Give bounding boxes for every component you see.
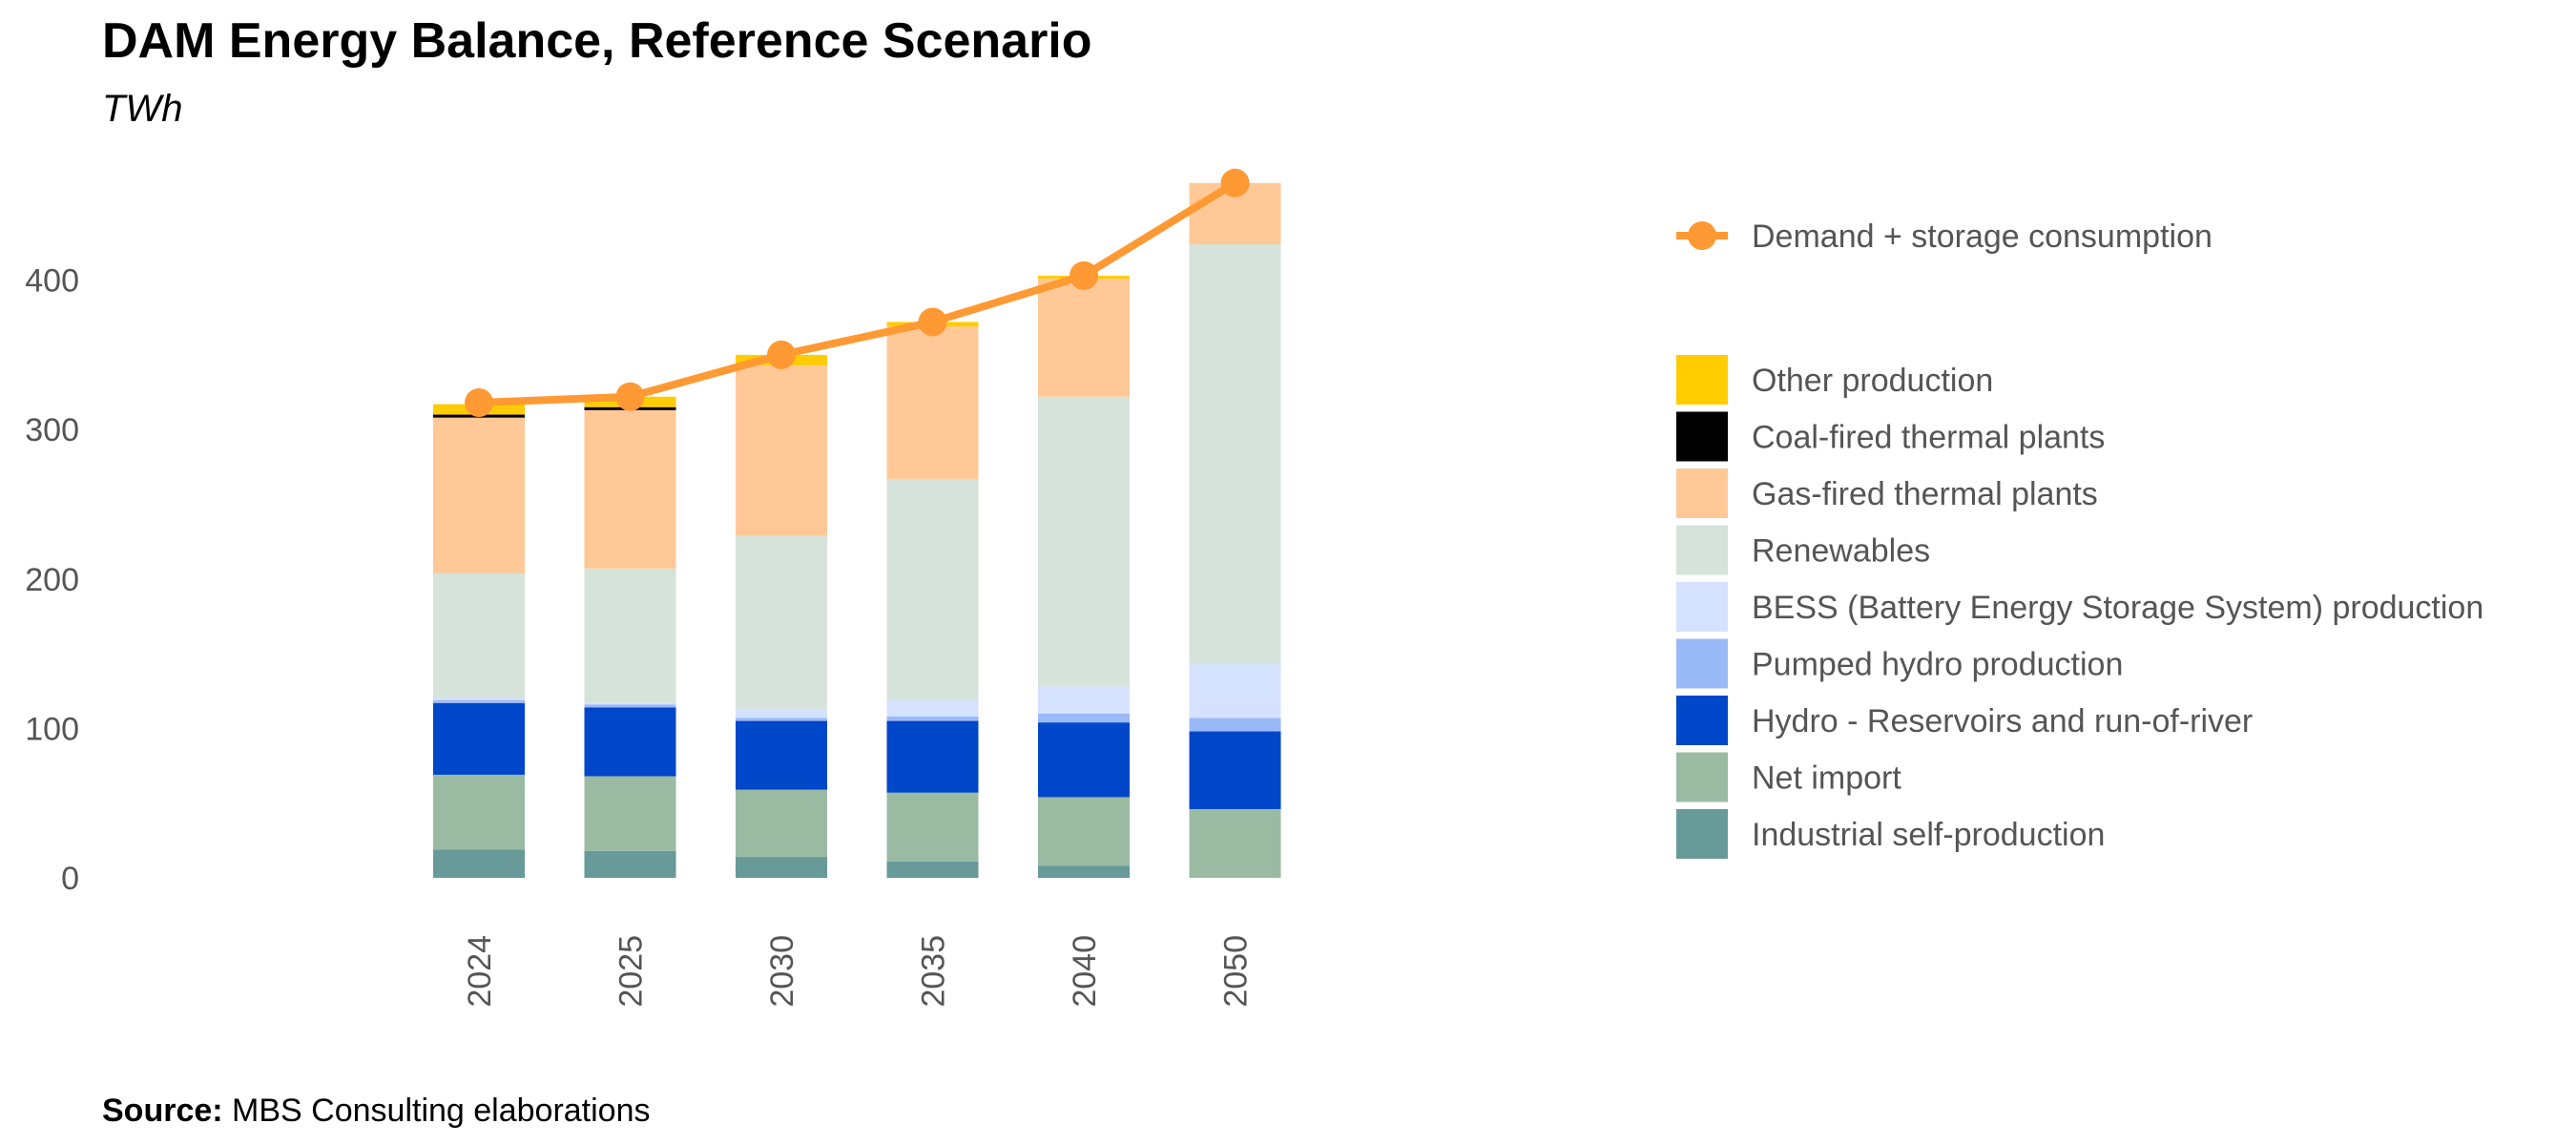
legend-label: Coal-fired thermal plants <box>1752 420 2105 456</box>
bar-segment <box>736 709 827 718</box>
y-tick-label: 400 <box>25 263 79 300</box>
legend-label: BESS (Battery Energy Storage System) pro… <box>1752 590 2483 626</box>
bar-segment <box>736 720 827 790</box>
bar-segment <box>433 774 525 850</box>
demand-line <box>465 168 1250 418</box>
legend-swatch <box>1676 468 1728 518</box>
bar-segment <box>433 572 525 699</box>
bar-segment <box>736 857 827 878</box>
bar-segment <box>433 849 525 878</box>
bar-segment <box>886 326 979 479</box>
bar-segment <box>1038 396 1130 687</box>
legend-swatch <box>1676 696 1728 745</box>
bar-segment <box>736 535 827 710</box>
legend-swatch <box>1676 582 1728 632</box>
legend: Demand + storage consumption Other produc… <box>1676 219 2483 859</box>
bar-segment <box>1038 713 1130 723</box>
bar-segment <box>584 702 676 705</box>
bar-segment <box>584 568 676 703</box>
chart-title: DAM Energy Balance, Reference Scenario <box>102 13 1092 69</box>
y-tick-label: 200 <box>25 562 79 598</box>
legend-swatch <box>1676 809 1728 859</box>
x-axis: 2024 2025 2030 2035 2040 2050 <box>462 935 1255 1008</box>
x-tick-label: 2025 <box>613 935 650 1008</box>
bar-segment <box>1038 686 1130 714</box>
legend-label: Hydro - Reservoirs and run-of-river <box>1752 703 2253 739</box>
legend-label: Pumped hydro production <box>1752 647 2123 683</box>
bar-segment <box>736 789 827 858</box>
legend-label: Net import <box>1752 760 1901 797</box>
bar-segment <box>1038 865 1130 878</box>
legend-label: Renewables <box>1752 533 1930 570</box>
legend-swatch <box>1676 411 1728 462</box>
x-tick-label: 2035 <box>916 935 952 1008</box>
source-label: Source: <box>102 1093 223 1129</box>
demand-point <box>615 382 645 411</box>
bar-segment <box>433 699 525 703</box>
bar-segment <box>1189 244 1281 665</box>
demand-point <box>1220 168 1250 198</box>
demand-point <box>918 307 947 337</box>
legend-label: Gas-fired thermal plants <box>1752 476 2098 512</box>
bar-segment <box>584 850 676 878</box>
bar-segment <box>1038 797 1130 866</box>
legend-label: Industrial self-production <box>1752 817 2105 853</box>
demand-point <box>1070 260 1098 290</box>
x-tick-label: 2040 <box>1067 935 1103 1008</box>
source-text: MBS Consulting elaborations <box>223 1093 651 1129</box>
y-tick-label: 0 <box>61 861 79 897</box>
source-note: Source: MBS Consulting elaborations <box>102 1093 651 1129</box>
demand-point <box>767 340 796 369</box>
y-tick-label: 300 <box>25 412 79 448</box>
bar-segment <box>584 707 676 777</box>
bar-segment <box>584 409 676 569</box>
y-tick-label: 100 <box>25 711 79 747</box>
legend-swatch <box>1676 638 1728 689</box>
demand-point <box>465 388 493 418</box>
bar-segment <box>433 417 525 573</box>
bar-segment <box>886 478 979 700</box>
legend-swatch <box>1676 355 1728 405</box>
bar-segment <box>886 861 979 878</box>
chart-subtitle: TWh <box>102 88 182 130</box>
bar-segment <box>1189 718 1281 732</box>
bar-segment <box>1038 279 1130 397</box>
legend-swatch <box>1676 752 1728 802</box>
bar-segment <box>1038 722 1130 798</box>
legend-label: Demand + storage consumption <box>1752 219 2212 255</box>
bar-segment <box>1189 808 1281 878</box>
x-tick-label: 2050 <box>1218 935 1255 1008</box>
legend-label: Other production <box>1752 363 1993 399</box>
bar-segment <box>1189 731 1281 809</box>
bar-segment <box>584 704 676 708</box>
bar-segment <box>886 716 979 721</box>
bar-segment <box>736 364 827 536</box>
bar-segment <box>433 702 525 775</box>
x-tick-label: 2030 <box>764 935 800 1008</box>
bar-segment <box>433 698 525 700</box>
legend-swatch <box>1676 525 1728 575</box>
bar-segment <box>736 718 827 721</box>
bar-segment <box>886 720 979 793</box>
bar-segment <box>886 699 979 717</box>
legend-line-marker <box>1688 221 1716 250</box>
x-tick-label: 2024 <box>462 935 498 1008</box>
bar-segment <box>584 776 676 851</box>
bar-stacks <box>433 182 1281 878</box>
demand-line-path <box>478 179 1237 407</box>
bar-segment <box>886 792 979 862</box>
bar-segment <box>1189 664 1281 718</box>
y-axis: 0 100 200 300 400 <box>25 263 79 897</box>
